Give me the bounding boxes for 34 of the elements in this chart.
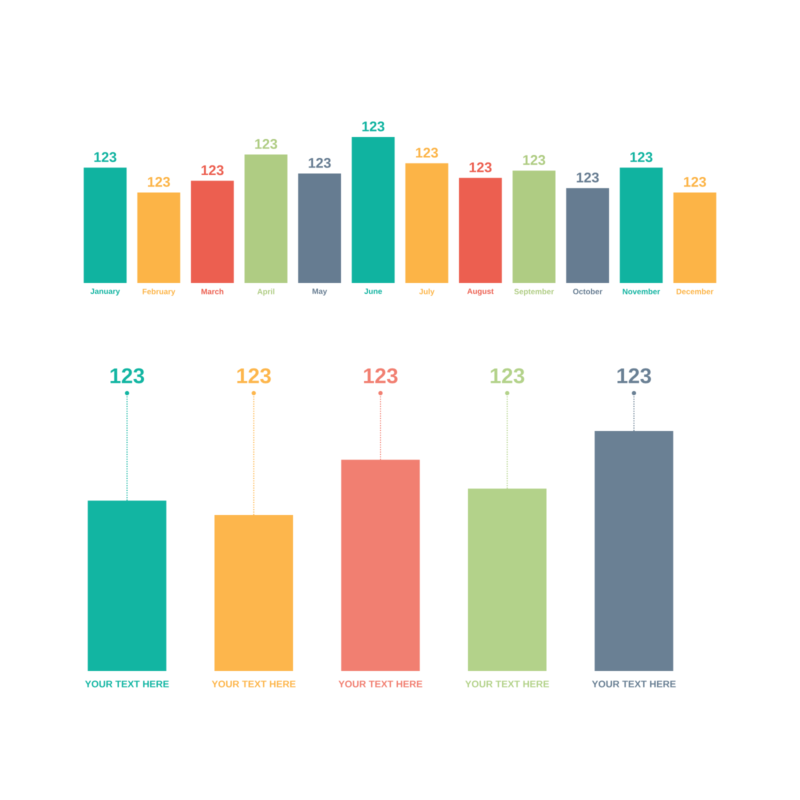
bar <box>84 168 127 283</box>
bar <box>620 168 663 283</box>
bar <box>137 192 180 283</box>
x-tick-label: YOUR TEXT HERE <box>465 680 549 688</box>
bar <box>352 136 395 283</box>
annotation: 123 <box>416 148 438 158</box>
bar <box>298 173 342 283</box>
x-tick-label: YOUR TEXT HERE <box>338 680 422 688</box>
annotation: 123 <box>255 138 278 149</box>
annotation: 123 <box>148 176 170 187</box>
x-tick-label: YOUR TEXT HERE <box>212 680 296 688</box>
annotation: 123 <box>684 176 706 187</box>
bar <box>673 192 716 283</box>
text: 123 <box>617 368 651 384</box>
text: 123 <box>110 368 144 384</box>
x-tick-label: YOUR TEXT HERE <box>85 680 169 688</box>
annotation: 123 <box>470 162 492 172</box>
text: 123 <box>364 368 398 384</box>
x-tick-label: YOUR TEXT HERE <box>592 680 676 688</box>
annotation: 123 <box>94 152 116 162</box>
annotation: 123 <box>308 158 331 168</box>
text: 123 <box>490 368 524 384</box>
bar <box>512 170 556 283</box>
annotation: 123 <box>523 155 546 165</box>
annotation: 123 <box>630 152 652 162</box>
bar <box>458 178 502 283</box>
bar <box>566 188 610 283</box>
bar <box>190 180 234 283</box>
bar <box>244 154 288 283</box>
annotation: 123 <box>202 165 224 176</box>
text: 123 <box>237 368 271 384</box>
text: 123 <box>362 121 384 132</box>
bar <box>405 163 448 283</box>
annotation: 123 <box>576 172 599 183</box>
